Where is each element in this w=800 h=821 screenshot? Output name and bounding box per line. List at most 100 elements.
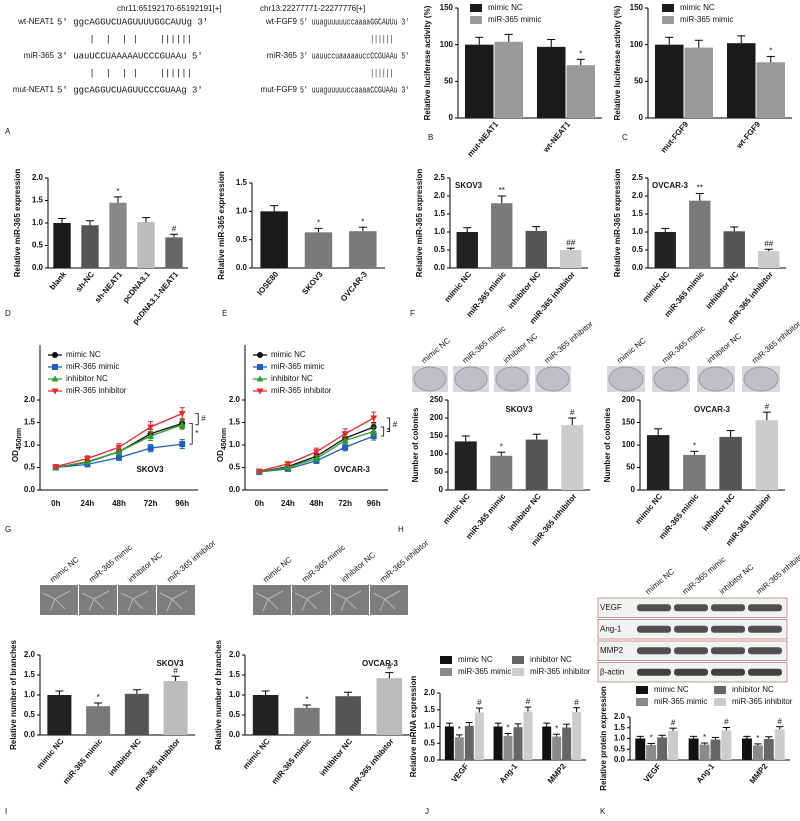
y-tick-label: 150 (440, 3, 454, 12)
y-tick-label: 150 (630, 3, 644, 12)
y-tick-label: 1.0 (24, 440, 36, 449)
y-tick-label: 1.0 (24, 690, 36, 699)
significance-label: # (393, 420, 398, 429)
bar (689, 200, 711, 268)
y-tick-label: 1.0 (424, 722, 436, 731)
bar (756, 62, 786, 118)
significance-label: * (555, 724, 558, 733)
legend-label: miR-365 mimic (680, 15, 733, 24)
significance-label: * (756, 734, 759, 743)
point (255, 468, 263, 475)
tube-network (255, 590, 284, 612)
base-pairing: |||||| (300, 34, 409, 44)
legend-label: inhibitor NC (732, 685, 774, 694)
significance-label: * (769, 47, 772, 56)
alignment-header: chr13:22277771-22277776[+] (260, 4, 365, 13)
y-axis-label-subscript: 450nm (221, 428, 228, 450)
bar (349, 231, 377, 268)
y-tick-label: 100 (430, 449, 444, 458)
y-tick-label: 1.0 (32, 218, 44, 227)
point (51, 375, 59, 382)
bar (688, 738, 699, 760)
significance-label: * (361, 217, 364, 226)
y-tick-label: 1.5 (24, 670, 36, 679)
sequence: 5' ggcAGGUCUAGUUUUGGCAUUg 3' (57, 17, 208, 27)
bar (683, 454, 706, 490)
y-tick-label: 0.0 (229, 485, 241, 494)
bar (464, 44, 494, 118)
legend-label: inhibitor NC (66, 374, 108, 383)
y-tick-label: 2.0 (32, 173, 44, 182)
bar (758, 251, 780, 268)
y-tick-label: 1.5 (434, 209, 446, 218)
chart-title: SKOV3 (156, 659, 184, 668)
sequence-name: wt-FGF9 (265, 17, 298, 26)
significance-label: # (765, 402, 770, 411)
sequence-name: miR-365 (24, 51, 55, 60)
point (116, 454, 122, 461)
significance-label: * (317, 218, 320, 227)
y-tick-label: 1.5 (614, 723, 626, 732)
sequence: 3' uauUCCUAAAAAUCCCGUAAu 5' (57, 51, 203, 61)
y-tick-label: 0.0 (236, 263, 248, 272)
bar (657, 737, 668, 760)
significance-label: * (579, 49, 582, 58)
bar (523, 711, 533, 760)
point (257, 352, 263, 358)
panel-label: D (5, 309, 11, 318)
colony-dish (413, 366, 447, 392)
alignment-header: chr11:65192170-65192191[+] (117, 4, 222, 13)
y-tick-label: 2.5 (632, 173, 644, 182)
y-tick-label: 2.0 (24, 395, 36, 404)
y-axis-label-subscript: 450nm (16, 428, 23, 450)
bar (721, 730, 732, 760)
panel-label: E (222, 309, 227, 318)
significance-label: # (387, 663, 392, 672)
image-frame (40, 585, 78, 615)
bar (124, 693, 149, 735)
tube-network (159, 590, 188, 612)
base-pairing: |||||| (300, 68, 405, 78)
y-tick-label: 0.0 (24, 730, 36, 739)
y-tick-label: 0.0 (614, 755, 626, 764)
y-tick-label: 1.5 (229, 670, 241, 679)
blot-band (674, 668, 708, 676)
bar (710, 739, 721, 760)
y-tick-label: 0.0 (229, 730, 241, 739)
chart-title: OVCAR-3 (652, 181, 689, 190)
y-tick-label: 1.5 (632, 209, 644, 218)
bar (109, 202, 127, 268)
y-tick-label: 0.5 (614, 744, 626, 753)
legend-label: mimic NC (458, 655, 493, 664)
sequence-name: miR-365 (267, 51, 298, 60)
x-tick-label: 48h (310, 499, 324, 508)
legend-label: inhibitor NC (271, 374, 313, 383)
colony-dish (698, 366, 734, 392)
colony-dish (495, 366, 529, 392)
significance-label: * (506, 724, 509, 733)
y-axis-label: Relative miR-365 expression (613, 169, 622, 278)
y-tick-label: 0.0 (24, 485, 36, 494)
y-tick-label: 0.5 (24, 710, 36, 719)
point (147, 424, 155, 431)
bar (260, 211, 288, 268)
panel-label: H (398, 525, 404, 534)
point (115, 444, 123, 451)
bar (53, 223, 71, 268)
significance-label: # (201, 414, 206, 423)
blot-band (711, 668, 745, 676)
bar (525, 230, 547, 268)
y-axis-label: OD450nm (11, 428, 23, 462)
point (52, 364, 58, 370)
bar (763, 738, 774, 760)
point (370, 428, 378, 434)
bar (774, 729, 785, 760)
x-tick-label: 72h (338, 499, 352, 508)
significance-label: * (97, 693, 100, 702)
tube-network (294, 590, 323, 612)
significance-label: * (116, 187, 119, 196)
tube-network (333, 590, 362, 612)
bar (493, 726, 503, 760)
y-tick-label: 0.5 (229, 463, 241, 472)
